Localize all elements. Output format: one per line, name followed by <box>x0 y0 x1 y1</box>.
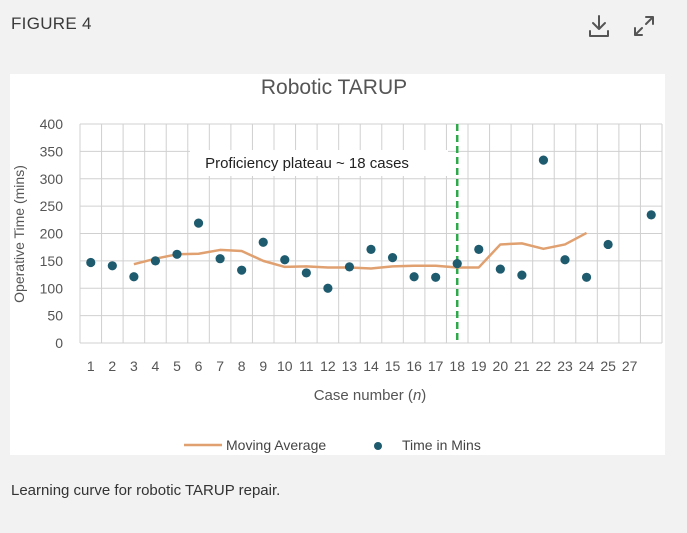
figure-caption: Learning curve for robotic TARUP repair. <box>11 482 281 499</box>
x-tick-label: 12 <box>320 358 336 374</box>
x-tick-label: 10 <box>277 358 293 374</box>
x-tick-label: 21 <box>514 358 530 374</box>
data-point <box>193 218 204 228</box>
x-tick-label: 11 <box>299 358 314 374</box>
legend: Moving Average Time in Mins <box>184 437 481 453</box>
x-tick-label: 4 <box>152 358 160 374</box>
x-tick-label: 24 <box>579 358 595 374</box>
data-point <box>215 254 225 264</box>
data-point <box>646 210 656 220</box>
data-point <box>495 264 505 274</box>
data-point <box>323 283 333 293</box>
annotation-bg <box>190 150 448 176</box>
chart-title: Robotic TARUP <box>261 76 407 99</box>
y-tick-label: 50 <box>47 308 63 324</box>
x-tick-label: 8 <box>238 358 246 374</box>
x-tick-label: 27 <box>622 358 638 374</box>
time-series-points <box>86 155 656 293</box>
data-point <box>366 244 376 254</box>
x-tick-label: 5 <box>173 358 181 374</box>
x-tick-label: 17 <box>428 358 444 374</box>
y-tick-labels: 0 50 100 150 200 250 300 350 400 <box>40 116 64 351</box>
data-point <box>474 244 484 254</box>
x-tick-label: 3 <box>130 358 138 374</box>
data-point <box>86 257 96 268</box>
x-tick-label: 9 <box>259 358 267 374</box>
y-tick-label: 400 <box>40 116 64 132</box>
x-tick-label: 16 <box>406 358 422 374</box>
chart-card: Robotic TARUP Operative Time (mins) Case… <box>10 74 665 455</box>
y-tick-label: 200 <box>40 226 64 242</box>
y-tick-label: 350 <box>40 143 64 159</box>
x-axis-label-main: Case number ( <box>314 387 413 404</box>
data-point <box>301 268 311 278</box>
x-tick-label: 1 <box>87 358 95 374</box>
data-point <box>538 155 549 165</box>
data-point <box>560 255 570 265</box>
x-tick-label: 2 <box>108 358 116 374</box>
legend-time-in-mins: Time in Mins <box>402 437 481 453</box>
grid <box>79 123 663 344</box>
y-tick-label: 0 <box>55 335 63 351</box>
x-tick-label: 25 <box>600 358 616 374</box>
expand-icon[interactable] <box>630 12 658 40</box>
data-point <box>107 261 117 271</box>
x-tick-label: 23 <box>557 358 573 374</box>
x-axis-label-close: ) <box>421 387 426 404</box>
legend-moving-average: Moving Average <box>226 437 326 453</box>
x-tick-label: 14 <box>363 358 379 374</box>
data-point <box>150 256 161 266</box>
y-tick-label: 300 <box>40 171 64 187</box>
annotation-box: Proficiency plateau ~ 18 cases <box>190 150 448 176</box>
x-tick-label: 6 <box>195 358 203 374</box>
data-point <box>258 237 268 247</box>
data-point <box>452 259 462 269</box>
data-point <box>603 239 613 250</box>
data-point <box>280 255 290 265</box>
moving-average-series <box>133 231 588 270</box>
annotation-text: Proficiency plateau ~ 18 cases <box>205 155 409 172</box>
x-tick-label: 18 <box>449 358 465 374</box>
x-tick-label: 22 <box>536 358 552 374</box>
x-axis-label: Case number (n) <box>314 387 427 404</box>
data-point <box>409 272 419 282</box>
x-tick-label: 19 <box>471 358 487 374</box>
download-icon[interactable] <box>585 12 613 40</box>
data-point <box>387 252 398 263</box>
data-point <box>237 265 247 275</box>
x-tick-labels: 1 2 3 4 5 6 7 8 9 10 11 12 13 14 15 16 17 18 19 20 21 22 23 24 2… <box>87 358 638 374</box>
moving-average-line <box>133 231 588 270</box>
x-tick-label: 15 <box>385 358 401 374</box>
data-point <box>517 270 527 280</box>
x-axis-label-var: n <box>413 387 421 404</box>
data-point <box>344 262 355 272</box>
learning-curve-chart: Robotic TARUP Operative Time (mins) Case… <box>11 76 663 453</box>
y-tick-label: 150 <box>40 253 64 269</box>
y-tick-label: 250 <box>40 198 64 214</box>
data-point <box>431 272 441 282</box>
legend-point-swatch <box>374 442 382 450</box>
x-tick-label: 13 <box>342 358 358 374</box>
data-point <box>581 272 592 282</box>
y-tick-label: 100 <box>40 280 64 296</box>
figure-label: FIGURE 4 <box>11 14 92 33</box>
figure-header: FIGURE 4 <box>0 0 687 56</box>
data-point <box>129 272 139 282</box>
data-point <box>172 249 182 259</box>
y-axis-label: Operative Time (mins) <box>11 165 27 303</box>
x-tick-label: 7 <box>216 358 224 374</box>
x-tick-label: 20 <box>493 358 509 374</box>
